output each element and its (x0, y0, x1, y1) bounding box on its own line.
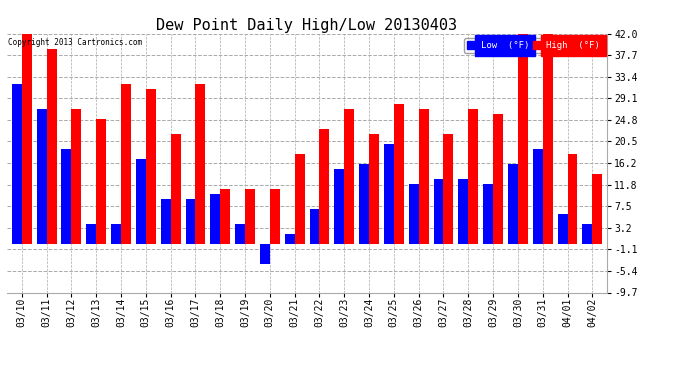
Bar (71, 109, 81, 244)
Bar (518, 34, 528, 244)
Bar (260, 244, 270, 264)
Bar (235, 224, 245, 244)
Bar (86, 224, 96, 244)
Bar (37, 109, 47, 244)
Bar (111, 224, 121, 244)
Bar (433, 179, 444, 244)
Bar (195, 84, 206, 244)
Bar (344, 109, 354, 244)
Bar (220, 189, 230, 244)
Bar (136, 159, 146, 244)
Legend: Low  (°F), High  (°F): Low (°F), High (°F) (464, 38, 602, 53)
Bar (170, 134, 181, 244)
Bar (210, 194, 220, 244)
Bar (508, 164, 518, 244)
Bar (543, 34, 553, 244)
Bar (592, 174, 602, 244)
Bar (245, 189, 255, 244)
Bar (394, 104, 404, 244)
Bar (270, 189, 279, 244)
Bar (582, 224, 592, 244)
Bar (359, 164, 369, 244)
Bar (567, 154, 578, 244)
Bar (61, 149, 71, 244)
Bar (533, 149, 543, 244)
Bar (335, 169, 344, 244)
Bar (22, 34, 32, 244)
Bar (121, 84, 131, 244)
Bar (483, 184, 493, 244)
Bar (47, 49, 57, 244)
Bar (285, 234, 295, 244)
Bar (310, 209, 319, 244)
Bar (319, 129, 329, 244)
Bar (186, 199, 195, 244)
Bar (384, 144, 394, 244)
Title: Dew Point Daily High/Low 20130403: Dew Point Daily High/Low 20130403 (157, 18, 457, 33)
Bar (558, 214, 567, 244)
Bar (146, 89, 156, 244)
Bar (96, 119, 106, 244)
Bar (12, 84, 22, 244)
Bar (444, 134, 453, 244)
Bar (469, 109, 478, 244)
Text: Copyright 2013 Cartronics.com: Copyright 2013 Cartronics.com (8, 38, 142, 46)
Bar (493, 114, 503, 244)
Bar (369, 134, 379, 244)
Bar (161, 199, 170, 244)
Bar (295, 154, 304, 244)
Bar (408, 184, 419, 244)
Bar (458, 179, 469, 244)
Bar (419, 109, 428, 244)
